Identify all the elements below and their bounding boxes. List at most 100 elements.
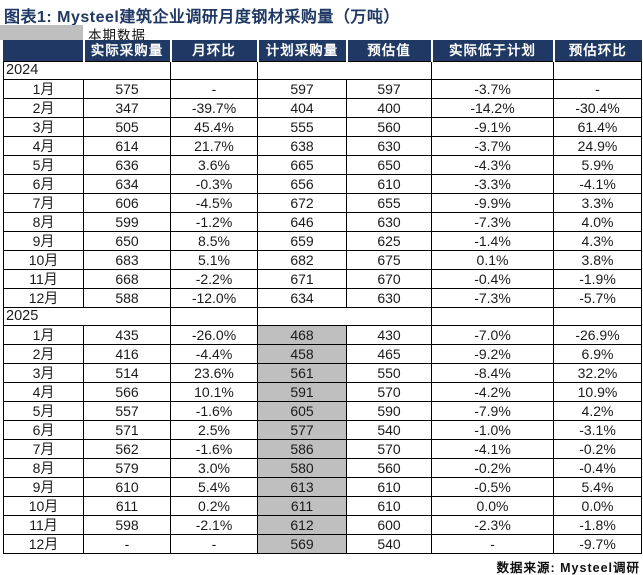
cell-month: 8月 <box>3 212 84 232</box>
cell-mom: -4.4% <box>170 344 258 364</box>
cell-mom: -0.3% <box>170 174 258 194</box>
cell-estimate-mom: 3.3% <box>553 193 642 213</box>
cell-mom: -1.2% <box>170 212 258 232</box>
cell-planned: 646 <box>257 212 347 232</box>
cell-estimate-mom: -0.4% <box>553 458 642 478</box>
cell-estimate-mom: -3.1% <box>553 420 642 440</box>
cell-planned: 682 <box>257 250 347 270</box>
cell-mom: 0.2% <box>170 496 258 516</box>
cell-month: 7月 <box>3 439 84 459</box>
cell-estimate: 550 <box>346 363 432 383</box>
cell-actual: 514 <box>83 363 171 383</box>
cell-planned: 597 <box>257 79 347 99</box>
cell-month: 2月 <box>3 98 84 118</box>
cell-actual: 606 <box>83 193 171 213</box>
header-cell-3: 计划采购量 <box>257 40 348 62</box>
cell-planned: 577 <box>257 420 347 440</box>
cell-actual-vs-plan: -0.5% <box>431 477 554 497</box>
table-row: 3月 514 23.6% 561 550 -8.4% 32.2% <box>3 363 642 383</box>
cell-actual-vs-plan: -4.1% <box>431 439 554 459</box>
cell-estimate-mom: 4.3% <box>553 231 642 251</box>
footer-source: 数据来源: Mysteel调研 <box>496 561 640 575</box>
cell-estimate-mom: -0.2% <box>553 439 642 459</box>
cell-planned: 468 <box>257 325 347 345</box>
table-row: 5月 636 3.6% 665 650 -4.3% 5.9% <box>3 155 642 175</box>
table-row: 9月 650 8.5% 659 625 -1.4% 4.3% <box>3 231 642 251</box>
cell-mom: 21.7% <box>170 136 258 156</box>
cell-actual-vs-plan: -0.2% <box>431 458 554 478</box>
cell-actual: 571 <box>83 420 171 440</box>
cell-actual: 566 <box>83 382 171 402</box>
cell-month: 11月 <box>3 269 84 289</box>
cell-estimate: 570 <box>346 439 432 459</box>
table-row: 11月 598 -2.1% 612 600 -2.3% -1.8% <box>3 515 642 535</box>
table-row: 6月 634 -0.3% 656 610 -3.3% -4.1% <box>3 174 642 194</box>
cell-actual-vs-plan: 0.0% <box>431 496 554 516</box>
cell-mom: -4.5% <box>170 193 258 213</box>
cell-actual-vs-plan: -2.3% <box>431 515 554 535</box>
cell-month: 11月 <box>3 515 84 535</box>
cell-actual-vs-plan: -4.2% <box>431 382 554 402</box>
period-tab[interactable] <box>0 25 83 40</box>
cell-mom: 5.1% <box>170 250 258 270</box>
cell-planned: 458 <box>257 344 347 364</box>
cell-planned: 612 <box>257 515 347 535</box>
cell-actual-vs-plan: -7.3% <box>431 288 554 308</box>
cell-estimate: 675 <box>346 250 432 270</box>
cell-planned: 611 <box>257 496 347 516</box>
table-row: 9月 610 5.4% 613 610 -0.5% 5.4% <box>3 477 642 497</box>
cell-actual: 416 <box>83 344 171 364</box>
cell-planned: 665 <box>257 155 347 175</box>
year-row-cell <box>257 61 432 80</box>
cell-mom: 5.4% <box>170 477 258 497</box>
header-cell-5: 实际低于计划 <box>431 40 555 62</box>
procurement-table: 实际采购量 月环比 计划采购量 预估值 实际低于计划 预估环比 2024 1月 575-597… <box>3 40 642 554</box>
period-tab-row: 本期数据 <box>0 24 643 43</box>
cell-actual-vs-plan: -9.1% <box>431 117 554 137</box>
table-row: 6月 571 2.5% 577 540 -1.0% -3.1% <box>3 420 642 440</box>
cell-planned: 404 <box>257 98 347 118</box>
cell-actual: 588 <box>83 288 171 308</box>
cell-planned: 561 <box>257 363 347 383</box>
cell-actual-vs-plan: -3.3% <box>431 174 554 194</box>
year-row-cell <box>553 307 642 326</box>
table-row: 3月 505 45.4% 555 560 -9.1% 61.4% <box>3 117 642 137</box>
cell-estimate: 655 <box>346 193 432 213</box>
cell-planned: 580 <box>257 458 347 478</box>
table-row: 12月 588 -12.0% 634 630 -7.3% -5.7% <box>3 288 642 308</box>
cell-estimate: 600 <box>346 515 432 535</box>
table-row: 1月 435 -26.0% 468 430 -7.0% -26.9% <box>3 325 642 345</box>
cell-estimate: 560 <box>346 458 432 478</box>
cell-actual: 636 <box>83 155 171 175</box>
cell-month: 10月 <box>3 250 84 270</box>
cell-actual: 435 <box>83 325 171 345</box>
cell-month: 1月 <box>3 79 84 99</box>
cell-estimate-mom: 5.4% <box>553 477 642 497</box>
cell-estimate: 400 <box>346 98 432 118</box>
cell-estimate-mom: -30.4% <box>553 98 642 118</box>
cell-actual: 575 <box>83 79 171 99</box>
cell-actual: 599 <box>83 212 171 232</box>
cell-planned: 634 <box>257 288 347 308</box>
cell-month: 6月 <box>3 174 84 194</box>
cell-estimate: 597 <box>346 79 432 99</box>
cell-month: 10月 <box>3 496 84 516</box>
year-row-cell <box>431 61 554 80</box>
table-row: 8月 579 3.0% 580 560 -0.2% -0.4% <box>3 458 642 478</box>
cell-month: 5月 <box>3 155 84 175</box>
cell-estimate-mom: 4.2% <box>553 401 642 421</box>
year-label: 2025 <box>3 307 171 326</box>
cell-actual-vs-plan: -9.2% <box>431 344 554 364</box>
cell-actual: - <box>83 534 171 554</box>
cell-actual: 598 <box>83 515 171 535</box>
cell-month: 3月 <box>3 363 84 383</box>
cell-estimate-mom: - <box>553 79 642 99</box>
cell-planned: 656 <box>257 174 347 194</box>
header-cell-0 <box>3 40 85 62</box>
table-row: 7月 562 -1.6% 586 570 -4.1% -0.2% <box>3 439 642 459</box>
cell-mom: 23.6% <box>170 363 258 383</box>
table-row: 10月 611 0.2% 611 610 0.0% 0.0% <box>3 496 642 516</box>
cell-mom: 8.5% <box>170 231 258 251</box>
cell-estimate: 465 <box>346 344 432 364</box>
cell-mom: -1.6% <box>170 401 258 421</box>
